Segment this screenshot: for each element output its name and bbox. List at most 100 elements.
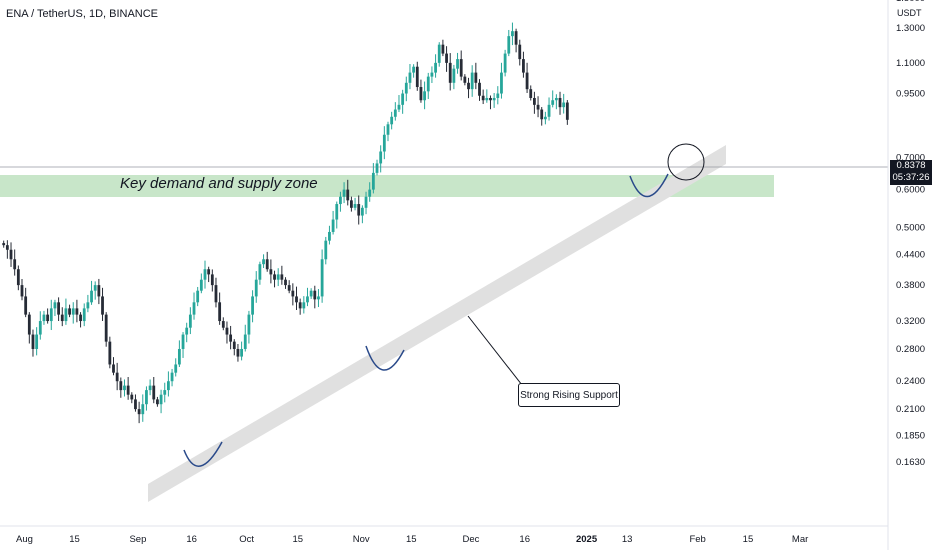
- candle-body: [441, 44, 445, 54]
- candle-body: [101, 296, 104, 315]
- time-tick-label: Dec: [463, 534, 480, 545]
- candle-body: [331, 219, 335, 232]
- candle-body: [185, 327, 189, 335]
- candle-body: [456, 59, 459, 69]
- price-tick-label: 1.1000: [896, 58, 925, 69]
- candle-body: [507, 36, 511, 54]
- candle-body: [500, 72, 503, 94]
- candle-body: [232, 341, 236, 349]
- rising-support-channel[interactable]: [148, 145, 726, 502]
- candle-body: [536, 104, 540, 110]
- candle-body: [192, 302, 196, 315]
- candle-body: [236, 348, 240, 357]
- price-tick-label: 1.3000: [896, 23, 925, 34]
- candle-body: [174, 364, 178, 373]
- candle-body: [540, 109, 544, 120]
- candle-body: [463, 76, 467, 83]
- price-tick-label: 0.2800: [896, 344, 925, 355]
- demand-supply-zone[interactable]: [0, 175, 774, 197]
- candle-body: [86, 302, 90, 309]
- candle-body: [210, 274, 214, 286]
- candle-body: [163, 390, 167, 395]
- candle-body: [306, 296, 309, 303]
- candle-body: [49, 308, 53, 322]
- candle-body: [71, 308, 75, 315]
- candle-body: [79, 314, 82, 322]
- candle-body: [415, 66, 419, 88]
- candle-body: [430, 72, 434, 77]
- price-tick-label: 0.6000: [896, 185, 925, 196]
- time-tick-label: 15: [293, 534, 304, 545]
- candle-body: [203, 269, 207, 280]
- candle-body: [247, 314, 251, 335]
- candle-body: [115, 372, 119, 382]
- candle-body: [141, 404, 145, 415]
- candle-body: [280, 274, 284, 280]
- candle-body: [448, 62, 452, 83]
- candle-body: [562, 102, 566, 108]
- candle-body: [346, 189, 350, 201]
- candle-body: [24, 296, 28, 315]
- candle-body: [31, 334, 35, 349]
- candle-body: [64, 308, 68, 322]
- candle-body: [474, 72, 478, 83]
- candle-body: [518, 44, 522, 60]
- price-tick-label: 0.9500: [896, 89, 925, 100]
- candle-body: [119, 381, 123, 391]
- axis-unit-label: USDT: [897, 8, 922, 18]
- focus-circle: [667, 143, 705, 181]
- candle-body: [134, 399, 137, 410]
- candle-body: [481, 95, 485, 101]
- candle-body: [489, 97, 492, 101]
- candle-body: [419, 87, 423, 101]
- candle-body: [221, 321, 225, 328]
- callout-pointer: [467, 315, 523, 386]
- candle-body: [459, 59, 463, 77]
- time-tick-label: Aug: [16, 534, 33, 545]
- time-axis[interactable]: Aug 15 Sep 16 Oct 15 Nov 15 Dec 16 2025 13 Feb 15 Mar: [16, 534, 808, 545]
- price-tick-label: 0.7000: [896, 152, 925, 163]
- candle-body: [320, 259, 324, 297]
- candle-body: [196, 290, 200, 303]
- candle-body: [478, 82, 481, 96]
- candle-body: [145, 390, 148, 405]
- candle-body: [386, 124, 390, 135]
- price-axis[interactable]: 0.1630 0.1850 0.2100 0.2400 0.2800 0.3200 0.38…: [896, 0, 925, 468]
- price-tick-label: 0.3200: [896, 316, 925, 327]
- candle-body: [16, 269, 20, 286]
- support-callout[interactable]: Strong Rising Support: [518, 383, 620, 407]
- candle-body: [350, 200, 353, 208]
- candle-body: [276, 274, 280, 280]
- candle-body: [156, 399, 159, 405]
- price-tick-label: 0.1850: [896, 431, 925, 442]
- candle-body: [423, 91, 426, 101]
- candle-body: [93, 285, 97, 291]
- time-tick-label: 15: [406, 534, 417, 545]
- candle-body: [360, 207, 364, 216]
- candle-body: [335, 204, 339, 220]
- candle-body: [503, 53, 507, 73]
- price-tick-label: 1.5000: [896, 0, 925, 4]
- candle-body: [485, 97, 489, 101]
- candle-body: [243, 334, 247, 349]
- candle-body: [547, 104, 551, 117]
- bottom-arc-nov: [365, 345, 405, 371]
- candle-body: [445, 53, 448, 63]
- candle-body: [262, 259, 265, 265]
- candle-body: [565, 102, 569, 120]
- time-tick-label: 15: [743, 534, 754, 545]
- candle-body: [82, 308, 86, 322]
- candle-body: [382, 134, 386, 152]
- candle-body: [379, 151, 383, 164]
- candle-body: [368, 189, 372, 197]
- candle-body: [558, 97, 562, 108]
- candle-body: [357, 204, 361, 216]
- candle-body: [57, 302, 60, 315]
- candle-body: [313, 290, 317, 300]
- candle-body: [75, 308, 79, 315]
- candle-body: [426, 76, 430, 92]
- price-tick-label: 0.2400: [896, 376, 925, 387]
- candlestick-series: [2, 22, 569, 424]
